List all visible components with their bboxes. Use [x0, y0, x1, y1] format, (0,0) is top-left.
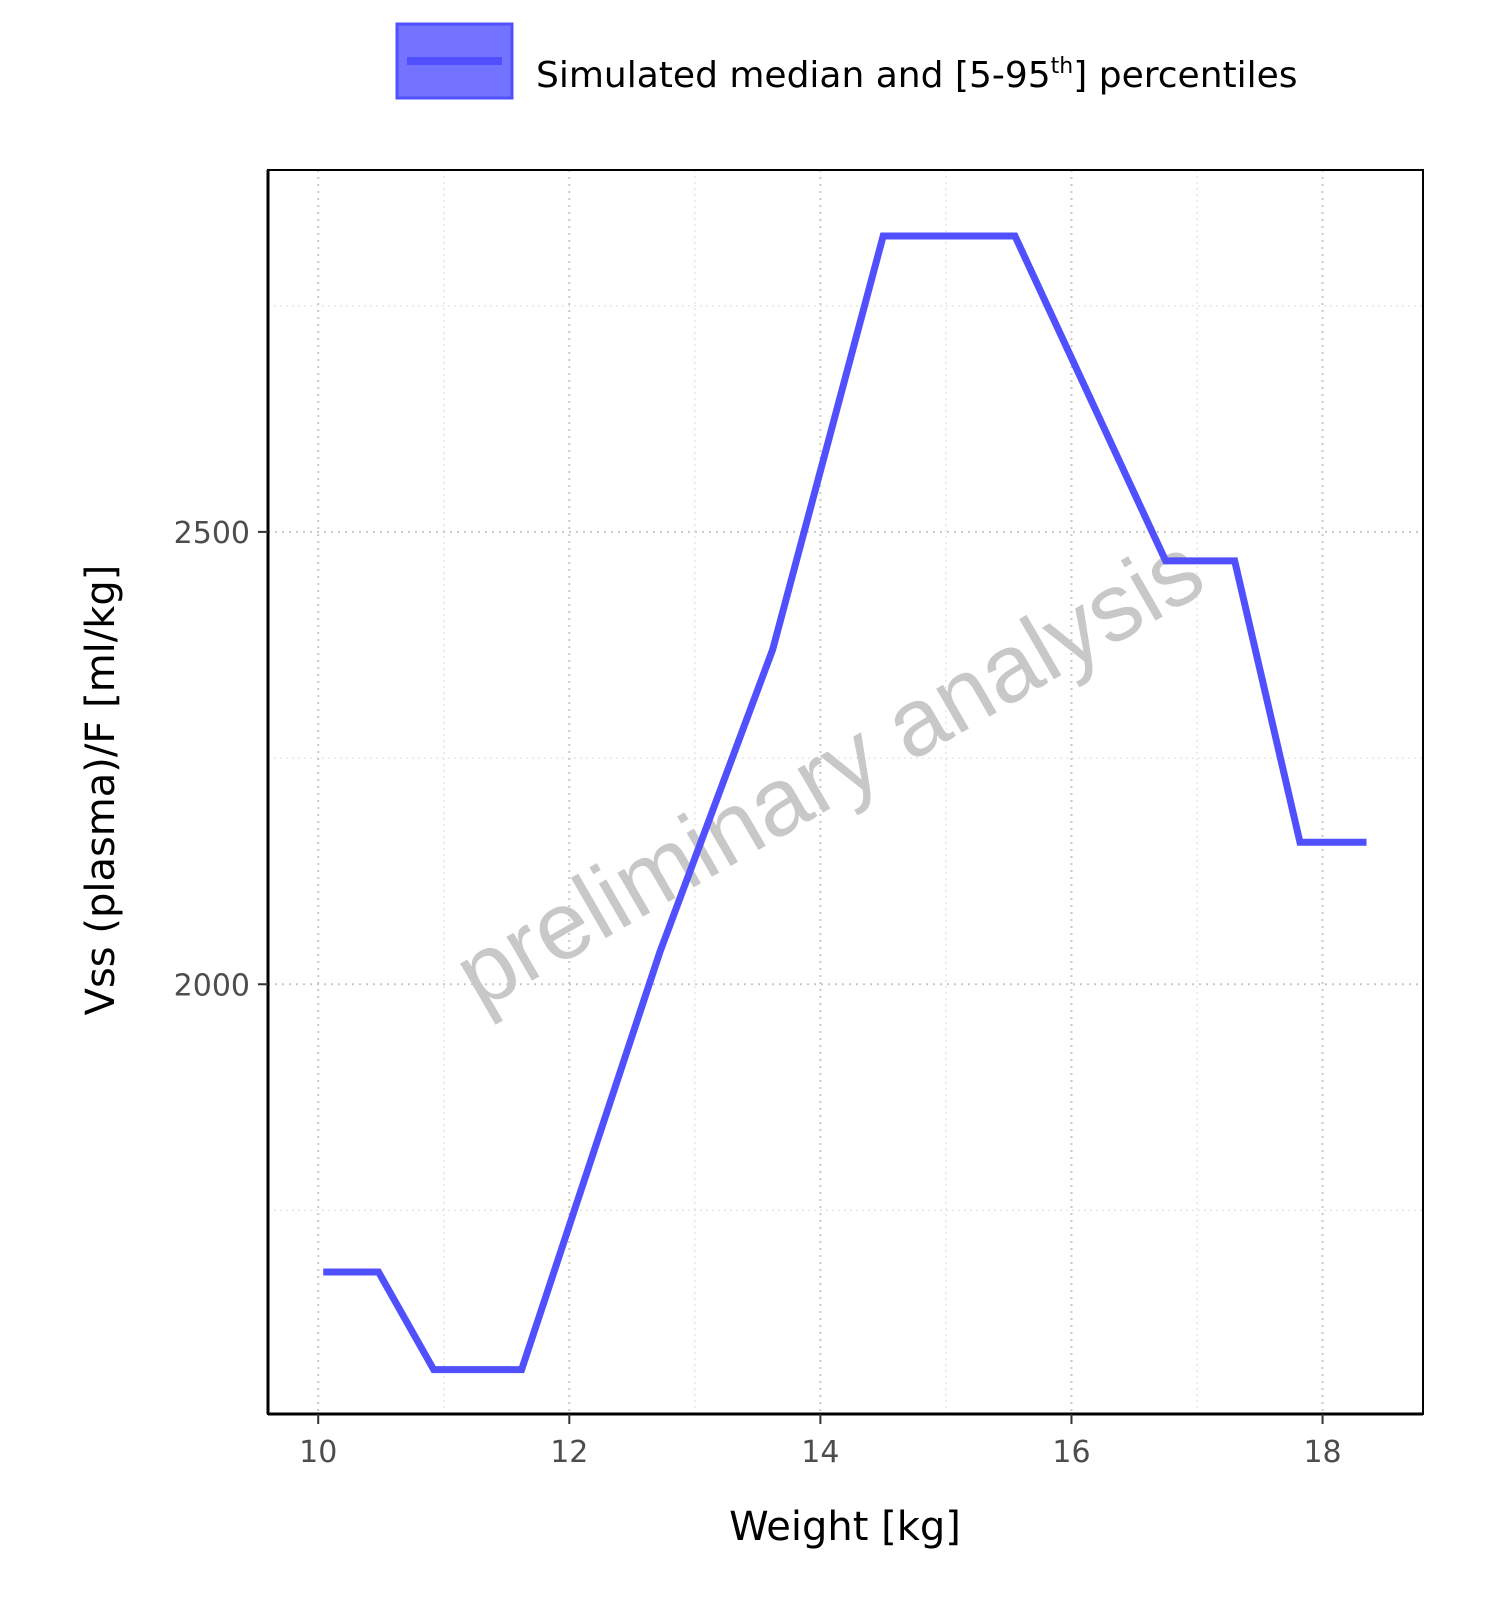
- plot-panel: preliminary analysis: [266, 169, 1424, 1416]
- legend: Simulated median and [5-95th] percentile…: [395, 22, 1298, 100]
- x-tick-label: 14: [801, 1435, 839, 1470]
- y-axis-title: Vss (plasma)/F [ml/kg]: [78, 565, 124, 1016]
- axes: 10 12 14 16 18 2000 2500: [174, 516, 1342, 1470]
- y-tick-label: 2500: [174, 516, 250, 551]
- series-group: [323, 232, 1367, 1374]
- legend-label: Simulated median and [5-95th] percentile…: [536, 54, 1298, 96]
- grid: [268, 170, 1423, 1414]
- legend-label-end: ] percentiles: [1073, 55, 1297, 96]
- x-axis-title: Weight [kg]: [729, 1504, 961, 1550]
- x-tick-label: 10: [299, 1435, 337, 1470]
- x-tick-label: 16: [1052, 1435, 1090, 1470]
- legend-label-superscript: th: [1051, 54, 1074, 79]
- watermark: preliminary analysis: [437, 515, 1221, 1029]
- x-tick-label: 18: [1303, 1435, 1341, 1470]
- x-tick-label: 12: [550, 1435, 588, 1470]
- y-tick-label: 2000: [174, 968, 250, 1003]
- series-line: [323, 232, 1367, 1374]
